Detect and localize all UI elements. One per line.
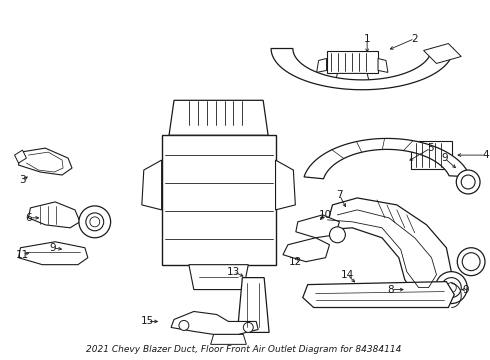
Polygon shape [317,58,326,72]
Circle shape [446,283,456,293]
Circle shape [436,272,467,303]
Circle shape [179,320,189,330]
Text: 13: 13 [227,267,240,276]
Polygon shape [275,160,295,210]
Text: 10: 10 [319,210,332,220]
Polygon shape [296,215,340,238]
Text: 6: 6 [25,213,32,223]
Text: 12: 12 [289,257,302,267]
Polygon shape [189,265,248,289]
Polygon shape [303,282,454,307]
Polygon shape [304,139,470,179]
Polygon shape [162,135,275,265]
Text: 1: 1 [364,33,370,44]
Circle shape [461,175,475,189]
Text: 9: 9 [49,243,55,253]
Polygon shape [411,141,452,169]
Polygon shape [335,73,370,85]
Text: 9: 9 [463,284,469,294]
Circle shape [457,248,485,276]
Polygon shape [15,150,26,163]
Text: 3: 3 [19,175,26,185]
Text: 7: 7 [336,190,343,200]
Text: 14: 14 [341,270,354,280]
Polygon shape [19,242,88,265]
Polygon shape [271,49,453,90]
Text: 15: 15 [141,316,154,327]
Circle shape [441,278,461,298]
Polygon shape [169,100,268,135]
Text: 8: 8 [388,284,394,294]
Text: 11: 11 [16,250,29,260]
Circle shape [462,253,480,271]
Text: 2021 Chevy Blazer Duct, Floor Front Air Outlet Diagram for 84384114: 2021 Chevy Blazer Duct, Floor Front Air … [86,345,401,354]
Polygon shape [28,202,80,228]
Polygon shape [142,160,162,210]
Polygon shape [171,311,258,334]
Circle shape [329,227,345,243]
Polygon shape [325,198,451,298]
Circle shape [244,323,253,332]
Polygon shape [211,334,246,345]
Circle shape [90,217,100,227]
Text: 9: 9 [441,153,448,163]
Text: 4: 4 [483,150,490,160]
Circle shape [86,213,104,231]
Polygon shape [378,58,388,72]
Circle shape [79,206,111,238]
Polygon shape [326,51,378,73]
Polygon shape [19,148,72,175]
Polygon shape [283,238,329,262]
Polygon shape [423,44,461,63]
Polygon shape [237,278,269,332]
Text: 2: 2 [412,33,418,44]
Circle shape [456,170,480,194]
Text: 5: 5 [427,143,434,153]
